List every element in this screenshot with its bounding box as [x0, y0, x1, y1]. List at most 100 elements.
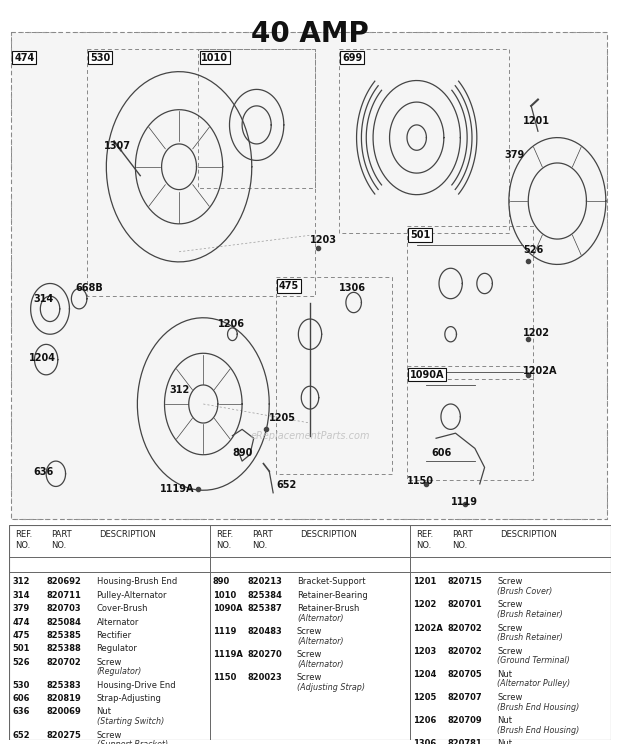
Text: (Brush End Housing): (Brush End Housing) — [497, 725, 580, 734]
Text: 825385: 825385 — [46, 631, 81, 640]
Text: 1206: 1206 — [218, 319, 245, 329]
Text: Screw: Screw — [297, 627, 322, 636]
Text: REF.: REF. — [16, 530, 33, 539]
Text: 890: 890 — [213, 577, 230, 586]
Text: 1150: 1150 — [407, 476, 434, 487]
Text: NO.: NO. — [252, 541, 267, 550]
Text: PART: PART — [252, 530, 272, 539]
Text: 1090A: 1090A — [410, 370, 445, 379]
Text: Housing-Drive End: Housing-Drive End — [97, 681, 175, 690]
Text: 825384: 825384 — [247, 591, 282, 600]
Text: 1205: 1205 — [269, 413, 296, 423]
Text: eReplacementParts.com: eReplacementParts.com — [250, 431, 370, 440]
Text: (Alternator): (Alternator) — [297, 637, 343, 646]
Text: Screw: Screw — [297, 673, 322, 682]
Text: 1090A: 1090A — [213, 604, 242, 613]
Text: 1202A: 1202A — [414, 623, 443, 632]
Text: Nut: Nut — [497, 716, 513, 725]
Text: Cover-Brush: Cover-Brush — [97, 604, 148, 613]
Text: 1206: 1206 — [414, 716, 436, 725]
Text: Screw: Screw — [97, 731, 122, 740]
Text: 1202A: 1202A — [523, 366, 558, 376]
Text: 530: 530 — [90, 53, 110, 62]
Text: 699: 699 — [342, 53, 362, 62]
Text: Screw: Screw — [297, 650, 322, 659]
Bar — [339, 49, 509, 233]
Text: 820705: 820705 — [448, 670, 482, 679]
Text: 501: 501 — [410, 230, 430, 240]
Text: 820707: 820707 — [448, 693, 482, 702]
Text: (Adjusting Strap): (Adjusting Strap) — [297, 683, 365, 692]
Text: 1201: 1201 — [414, 577, 436, 586]
Text: 820483: 820483 — [247, 627, 282, 636]
Text: 820703: 820703 — [46, 604, 81, 613]
Text: PART: PART — [453, 530, 473, 539]
Text: 890: 890 — [232, 449, 253, 458]
Text: Alternator: Alternator — [97, 618, 139, 626]
Text: 820692: 820692 — [46, 577, 81, 586]
Text: 1119: 1119 — [451, 496, 477, 507]
Text: (Alternator): (Alternator) — [297, 614, 343, 623]
Text: 474: 474 — [14, 53, 34, 62]
Text: 606: 606 — [12, 694, 30, 703]
Text: 1202: 1202 — [414, 600, 436, 609]
Text: 668B: 668B — [75, 283, 103, 293]
Text: 526: 526 — [12, 658, 30, 667]
Text: 312: 312 — [12, 577, 30, 586]
Text: Regulator: Regulator — [97, 644, 138, 653]
Text: 825387: 825387 — [247, 604, 282, 613]
Text: 652: 652 — [12, 731, 30, 740]
Text: 501: 501 — [12, 644, 30, 653]
Text: 636: 636 — [12, 708, 30, 716]
Text: 1010: 1010 — [202, 53, 228, 62]
Text: 820715: 820715 — [448, 577, 482, 586]
Text: 825084: 825084 — [46, 618, 81, 626]
Text: NO.: NO. — [416, 541, 432, 550]
Text: Screw: Screw — [497, 600, 523, 609]
Text: 652: 652 — [276, 480, 296, 490]
Bar — [407, 366, 533, 480]
Text: DESCRIPTION: DESCRIPTION — [500, 530, 557, 539]
Bar — [198, 49, 315, 188]
Text: NO.: NO. — [16, 541, 30, 550]
Text: (Support Bracket): (Support Bracket) — [97, 740, 167, 744]
Text: (Alternator): (Alternator) — [297, 660, 343, 669]
Text: 314: 314 — [33, 294, 54, 304]
Text: Screw: Screw — [497, 693, 523, 702]
Text: Retainer-Brush: Retainer-Brush — [297, 604, 360, 613]
Text: Pulley-Alternator: Pulley-Alternator — [97, 591, 167, 600]
Text: 40 AMP: 40 AMP — [251, 20, 369, 48]
Text: 1010: 1010 — [213, 591, 236, 600]
Text: 825383: 825383 — [46, 681, 81, 690]
Text: 1205: 1205 — [414, 693, 436, 702]
Text: Nut: Nut — [497, 739, 513, 744]
Text: Nut: Nut — [97, 708, 112, 716]
Text: REF.: REF. — [416, 530, 433, 539]
Text: (Starting Switch): (Starting Switch) — [97, 717, 164, 726]
Text: 1203: 1203 — [310, 235, 337, 246]
Text: 820069: 820069 — [46, 708, 81, 716]
Text: Nut: Nut — [497, 670, 513, 679]
Text: Screw: Screw — [497, 577, 523, 586]
Text: (Alternator Pulley): (Alternator Pulley) — [497, 679, 570, 688]
Text: 1119A: 1119A — [213, 650, 242, 659]
Text: 312: 312 — [169, 385, 190, 395]
Text: (Regulator): (Regulator) — [97, 667, 142, 676]
Text: 1202: 1202 — [523, 328, 551, 338]
Text: 820275: 820275 — [46, 731, 81, 740]
Text: 820270: 820270 — [247, 650, 282, 659]
Text: 820781: 820781 — [448, 739, 482, 744]
Text: (Ground Terminal): (Ground Terminal) — [497, 656, 570, 665]
Text: REF.: REF. — [216, 530, 233, 539]
Text: 1306: 1306 — [414, 739, 436, 744]
Text: (Brush Cover): (Brush Cover) — [497, 587, 552, 596]
Text: NO.: NO. — [216, 541, 231, 550]
Bar — [407, 226, 533, 379]
Text: Screw: Screw — [97, 658, 122, 667]
Text: Bracket-Support: Bracket-Support — [297, 577, 365, 586]
Text: (Brush Retainer): (Brush Retainer) — [497, 633, 563, 642]
Text: 475: 475 — [12, 631, 30, 640]
Text: 820701: 820701 — [448, 600, 482, 609]
Text: NO.: NO. — [453, 541, 467, 550]
Text: 820702: 820702 — [46, 658, 81, 667]
